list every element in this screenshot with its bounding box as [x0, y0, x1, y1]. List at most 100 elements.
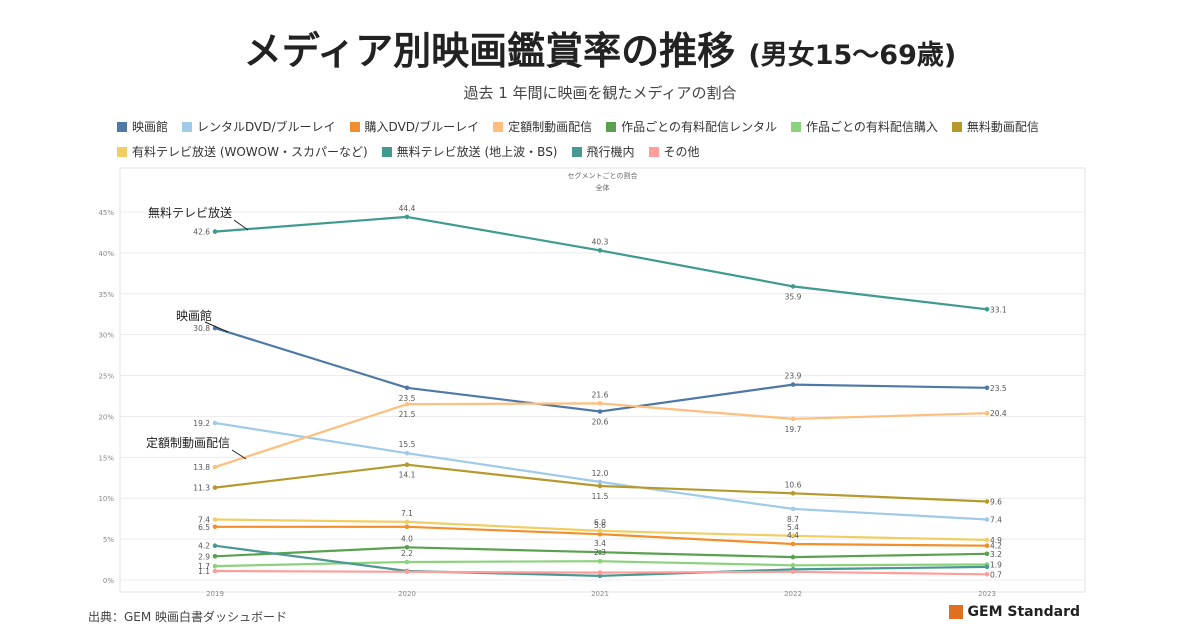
- annotation-label: 定額制動画配信: [146, 435, 230, 450]
- data-point: [984, 517, 990, 522]
- data-point: [212, 554, 218, 559]
- data-label: 1.9: [990, 560, 1002, 569]
- legend-item: その他: [648, 143, 700, 160]
- data-point: [212, 464, 218, 470]
- data-label: 2.3: [594, 548, 606, 557]
- data-label: 4.2: [198, 542, 210, 551]
- legend-row: 有料テレビ放送 (WOWOW・スカパーなど) 無料テレビ放送 (地上波・BS) 飛行…: [117, 143, 1077, 160]
- data-point: [404, 401, 410, 407]
- data-point: [984, 307, 990, 312]
- data-label: 6.0: [594, 518, 606, 527]
- data-label: 30.8: [193, 324, 210, 333]
- legend-swatch: [493, 121, 504, 132]
- data-point: [404, 385, 410, 391]
- data-point: [404, 462, 410, 468]
- data-point: [790, 284, 796, 289]
- legend-item: 作品ごとの有料配信レンタル: [606, 118, 777, 135]
- data-point: [984, 537, 990, 543]
- legend-label: 購入DVD/ブルーレイ: [364, 120, 480, 134]
- data-label: 20.6: [592, 418, 609, 427]
- data-point: [597, 409, 603, 414]
- data-point: [984, 385, 990, 391]
- data-label: 13.8: [193, 463, 210, 472]
- data-point: [212, 568, 218, 574]
- data-label: 40.3: [592, 237, 609, 246]
- data-label: 14.1: [399, 471, 416, 480]
- data-label: 7.4: [990, 515, 1002, 524]
- data-label: 4.0: [401, 534, 413, 543]
- data-point: [790, 554, 796, 560]
- inner-chart-title: セグメントごとの割合: [568, 171, 638, 180]
- legend-swatch: [951, 121, 962, 132]
- y-tick-label: 40%: [98, 250, 114, 258]
- data-point: [790, 416, 796, 422]
- legend-label: 定額制動画配信: [508, 120, 593, 134]
- legend-label: 有料テレビ放送 (WOWOW・スカパーなど): [132, 145, 368, 159]
- data-label: 8.7: [787, 515, 799, 524]
- data-label: 4.2: [990, 542, 1002, 551]
- data-point: [404, 214, 410, 220]
- legend-label: その他: [663, 145, 700, 159]
- y-tick-label: 20%: [98, 413, 114, 421]
- data-point: [212, 524, 218, 530]
- annotation-leader-line: [204, 321, 229, 333]
- data-label: 19.7: [785, 425, 802, 434]
- legend-swatch: [349, 121, 360, 132]
- data-label: 11.3: [193, 484, 210, 493]
- legend-label: 飛行機内: [586, 145, 635, 159]
- data-point: [790, 541, 796, 547]
- legend-item: 有料テレビ放送 (WOWOW・スカパーなど): [117, 143, 368, 160]
- data-point: [212, 517, 218, 522]
- data-label: 2.2: [401, 549, 413, 558]
- data-point: [984, 499, 990, 504]
- legend-swatch: [381, 146, 392, 157]
- y-tick-label: 45%: [98, 209, 114, 217]
- data-point: [790, 533, 796, 539]
- data-label: 21.6: [592, 390, 609, 399]
- data-label: 15.5: [399, 440, 416, 449]
- x-tick-label: 2023: [978, 590, 996, 598]
- data-label: 6.5: [198, 523, 210, 532]
- data-label: 20.4: [990, 409, 1007, 418]
- legend-swatch: [571, 146, 582, 157]
- page-title: メディア別映画鑑賞率の推移 (男女15～69歳): [0, 20, 1200, 75]
- legend-swatch: [117, 121, 127, 132]
- data-label: 7.1: [401, 509, 413, 518]
- legend-swatch: [182, 121, 193, 132]
- data-point: [984, 551, 990, 557]
- data-point: [597, 248, 603, 253]
- data-point: [984, 543, 990, 548]
- annotation-label: 無料テレビ放送: [148, 205, 232, 220]
- legend-label: 無料テレビ放送 (地上波・BS): [396, 145, 558, 159]
- y-tick-label: 10%: [98, 495, 114, 503]
- inner-chart-subtitle: 全体: [596, 183, 610, 192]
- data-label: 10.6: [785, 480, 802, 489]
- data-label: 4.4: [787, 531, 799, 540]
- x-tick-label: 2020: [398, 590, 416, 598]
- source-note: 出典：GEM 映画白書ダッシュボード: [88, 610, 288, 624]
- page-subtitle: 過去 1 年間に映画を観たメディアの割合: [463, 84, 737, 102]
- data-point: [212, 563, 218, 569]
- data-point: [404, 519, 410, 525]
- legend-item: 飛行機内: [571, 143, 635, 160]
- annotation-leader-line: [233, 219, 249, 231]
- data-label: 11.5: [592, 492, 609, 501]
- data-label: 3.2: [990, 550, 1002, 559]
- y-tick-label: 15%: [98, 454, 114, 462]
- data-point: [790, 382, 796, 387]
- y-tick-label: 25%: [98, 373, 114, 381]
- brand-logo: GEM Standard: [948, 604, 1080, 620]
- data-label: 33.1: [990, 305, 1007, 314]
- data-label: 1.7: [198, 562, 210, 571]
- data-label: 12.0: [592, 469, 609, 478]
- data-label: 23.5: [399, 394, 416, 403]
- data-label: 21.5: [399, 410, 416, 419]
- data-point: [597, 401, 603, 406]
- legend-item: 無料動画配信: [951, 118, 1039, 135]
- x-tick-label: 2019: [206, 590, 224, 598]
- y-tick-label: 30%: [98, 332, 114, 340]
- data-label: 0.7: [990, 570, 1002, 579]
- data-point: [984, 564, 990, 570]
- legend-label: レンタルDVD/ブルーレイ: [197, 120, 336, 134]
- data-label: 3.4: [594, 539, 606, 548]
